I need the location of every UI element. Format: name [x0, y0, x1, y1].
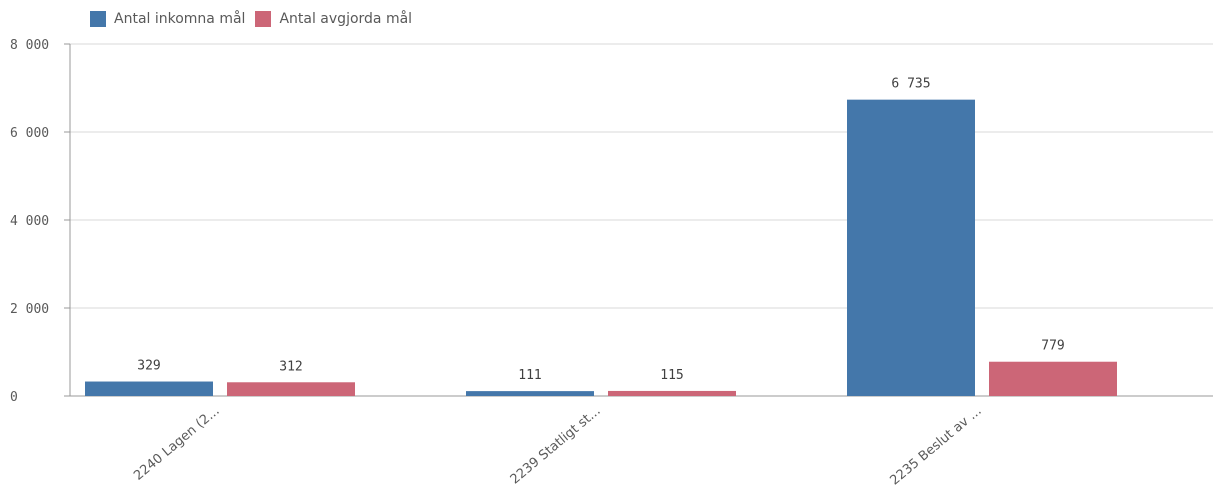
bar-avgjorda[interactable]	[227, 382, 355, 396]
bar-inkomna[interactable]	[85, 381, 213, 396]
legend: Antal inkomna mål Antal avgjorda mål	[90, 8, 422, 30]
y-tick-label: 8 000	[10, 38, 49, 53]
y-tick-label: 6 000	[10, 126, 49, 141]
bar-avgjorda[interactable]	[989, 361, 1117, 396]
y-tick-label: 0	[10, 390, 18, 405]
x-tick-label: 2240 Lagen (2...	[131, 404, 222, 484]
data-label: 111	[518, 368, 541, 383]
bar-inkomna[interactable]	[466, 391, 594, 396]
legend-label-avgjorda: Antal avgjorda mål	[279, 11, 413, 27]
legend-swatch-avgjorda	[255, 11, 272, 27]
data-label: 312	[279, 359, 302, 374]
data-label: 115	[660, 368, 683, 383]
legend-label-inkomna: Antal inkomna mål	[114, 11, 246, 27]
data-label: 6 735	[891, 77, 930, 92]
bar-inkomna[interactable]	[847, 99, 975, 396]
y-tick-label: 2 000	[10, 302, 49, 317]
data-label: 329	[137, 359, 160, 374]
legend-item-avgjorda[interactable]: Antal avgjorda mål	[255, 11, 412, 27]
data-label: 779	[1041, 339, 1064, 354]
x-tick-label: 2239 Statligt st...	[508, 404, 604, 488]
legend-swatch-inkomna	[90, 11, 106, 27]
bar-avgjorda[interactable]	[608, 390, 736, 396]
x-tick-label: 2235 Beslut av ...	[887, 404, 984, 489]
y-tick-label: 4 000	[10, 214, 49, 229]
legend-item-inkomna[interactable]: Antal inkomna mål	[90, 11, 245, 27]
